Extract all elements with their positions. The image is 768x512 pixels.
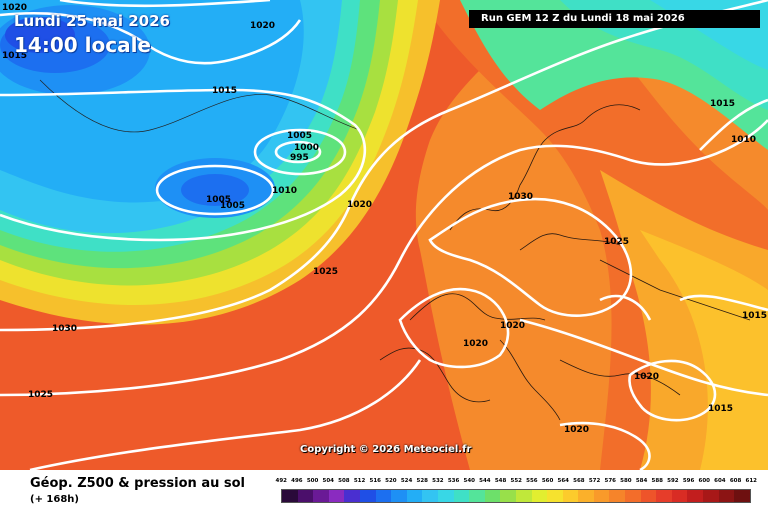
legend-level-label: 600 [698, 478, 710, 484]
legend-level-label: 568 [573, 478, 585, 484]
isobar-label: 995 [290, 153, 309, 163]
legend-swatch [703, 490, 719, 502]
model-run-label: Run GEM 12 Z du Lundi 18 mai 2026 [469, 10, 760, 28]
forecast-date: Lundi 25 mai 2026 [14, 12, 170, 30]
legend-swatch [547, 490, 563, 502]
legend-swatch [437, 490, 454, 502]
legend-swatch [593, 490, 610, 502]
coastlines [379, 104, 751, 421]
legend-level-label: 604 [714, 478, 726, 484]
legend-level-label: 536 [447, 478, 460, 484]
legend-swatch [422, 490, 438, 502]
isobar-label: 1005 [220, 201, 245, 211]
legend-swatch [515, 490, 532, 502]
legend-swatch [313, 490, 329, 502]
legend-level-label: 572 [588, 478, 601, 484]
isobar-label: 1015 [710, 99, 735, 109]
legend-swatch [671, 490, 688, 502]
legend-level-label: 492 [275, 478, 287, 484]
legend-color-bar [281, 489, 751, 503]
legend-level-label: 612 [745, 478, 757, 484]
legend-level-label: 580 [620, 478, 632, 484]
isobar-label: 1015 [708, 404, 733, 414]
isobar-labels: 1020 1015 1020 1015 1005 1000 995 1010 1… [2, 3, 767, 435]
weather-map: 1020 1015 1020 1015 1005 1000 995 1010 1… [0, 0, 768, 470]
color-legend: 492 496 500 504 508 512 516 520 524 528 532 536 540 5… [276, 478, 757, 506]
isobar-label: 1030 [52, 324, 77, 334]
isobar-label: 1025 [28, 390, 53, 400]
legend-level-label: 504 [322, 478, 334, 484]
forecast-step: (+ 168h) [30, 494, 79, 505]
legend-swatch [328, 490, 345, 502]
legend-swatch [500, 490, 516, 502]
legend-swatch [297, 490, 314, 502]
legend-swatch [531, 490, 548, 502]
legend-swatch [282, 490, 298, 502]
isobars [0, 0, 768, 470]
legend-level-label: 584 [635, 478, 648, 484]
legend-level-label: 508 [338, 478, 350, 484]
legend-level-label: 592 [667, 478, 679, 484]
legend-swatch [406, 490, 423, 502]
legend-swatch [344, 490, 360, 502]
legend-level-label: 520 [385, 478, 397, 484]
legend-swatch [640, 490, 657, 502]
isobar-label: 1025 [604, 237, 629, 247]
isobar-label: 1015 [212, 86, 237, 96]
legend-level-label: 516 [369, 478, 381, 484]
legend-swatch [656, 490, 672, 502]
legend-swatch [562, 490, 579, 502]
legend-level-label: 596 [682, 478, 695, 484]
legend-swatch [687, 490, 704, 502]
legend-level-label: 524 [400, 478, 413, 484]
forecast-time: 14:00 locale [14, 33, 151, 57]
legend-level-label: 532 [432, 478, 444, 484]
isobar-label: 1020 [463, 339, 488, 349]
isobar-label: 1020 [347, 200, 372, 210]
isobar-label: 1025 [313, 267, 338, 277]
legend-level-label: 544 [479, 478, 491, 484]
isobar-label: 1015 [742, 311, 767, 321]
isobar-label: 1010 [272, 186, 297, 196]
isobar-label: 1000 [294, 143, 319, 153]
isobar-label: 1020 [500, 321, 525, 331]
legend-level-label: 500 [306, 478, 319, 484]
isobar-label: 1020 [634, 372, 659, 382]
legend-level-label: 576 [604, 478, 616, 484]
legend-swatch [453, 490, 470, 502]
legend-swatch [359, 490, 376, 502]
legend-level-label: 548 [494, 478, 507, 484]
legend-level-label: 560 [541, 478, 554, 484]
legend-level-label: 512 [353, 478, 366, 484]
legend-level-label: 564 [557, 478, 569, 484]
copyright-notice: Copyright © 2026 Meteociel.fr [300, 444, 472, 455]
legend-swatch [469, 490, 485, 502]
isobar-label: 1020 [2, 3, 27, 13]
legend-swatch [391, 490, 407, 502]
legend-swatch [484, 490, 501, 502]
isobar-label: 1005 [206, 195, 231, 205]
isobar-label: 1010 [731, 135, 756, 145]
legend-level-label: 540 [463, 478, 475, 484]
legend-swatch [375, 490, 392, 502]
legend-level-label: 588 [651, 478, 663, 484]
product-title: Géop. Z500 & pression au sol [30, 476, 245, 491]
legend-level-label: 496 [291, 478, 303, 484]
isobar-label: 1015 [2, 51, 27, 61]
legend-level-label: 608 [729, 478, 742, 484]
map-canvas: 1020 1015 1020 1015 1005 1000 995 1010 1… [0, 0, 768, 470]
isobar-label: 1030 [508, 192, 533, 202]
legend-swatch [734, 490, 750, 502]
legend-swatch [625, 490, 641, 502]
legend-level-label: 552 [510, 478, 522, 484]
isobar-label: 1020 [564, 425, 589, 435]
legend-swatch [578, 490, 594, 502]
legend-swatch [718, 490, 735, 502]
legend-level-label: 556 [526, 478, 538, 484]
isobar-label: 1005 [287, 131, 312, 141]
legend-swatch [609, 490, 626, 502]
isobar-label: 1020 [250, 21, 275, 31]
legend-labels: 492 496 500 504 508 512 516 520 524 528 532 536 540 5… [276, 478, 757, 488]
legend-level-label: 528 [416, 478, 428, 484]
